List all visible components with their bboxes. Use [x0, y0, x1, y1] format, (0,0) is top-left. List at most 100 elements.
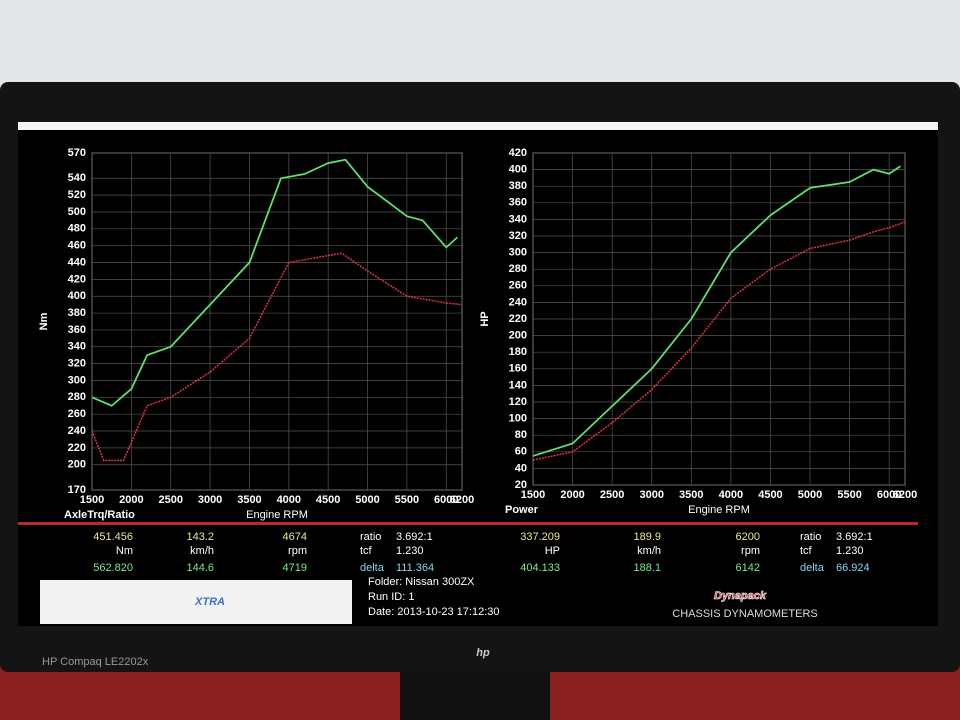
y-tick-label: 100 — [509, 413, 527, 425]
y-tick-label: 140 — [509, 379, 527, 391]
x-tick-label: 3500 — [679, 489, 703, 501]
x-tick-label: 5000 — [798, 489, 822, 501]
x-tick-label: 5500 — [395, 494, 419, 506]
x-tick-label: 5000 — [355, 494, 379, 506]
stat-label: tcf — [360, 545, 373, 557]
y-axis-label: Nm — [38, 312, 50, 330]
x-tick-label: 3000 — [639, 489, 663, 501]
logo-sub: CHASSIS DYNAMOMETERS — [672, 608, 817, 620]
stat-label: ratio — [800, 531, 821, 543]
readout-value: HP — [545, 545, 560, 557]
y-tick-label: 200 — [68, 459, 86, 471]
y-tick-label: 360 — [509, 197, 527, 209]
data-line — [532, 165, 901, 457]
y-tick-label: 160 — [509, 363, 527, 375]
stat-value: 1.230 — [836, 545, 864, 557]
readout-value: 143.2 — [186, 531, 214, 543]
chart-title: Power — [505, 504, 539, 516]
readout-value: 4674 — [283, 531, 307, 543]
x-tick-label: 2500 — [600, 489, 624, 501]
y-tick-label: 300 — [509, 247, 527, 259]
readout-value: 189.9 — [633, 531, 661, 543]
x-tick-label: 6200 — [450, 494, 474, 506]
plot-area — [91, 152, 463, 491]
readout-value: km/h — [637, 545, 661, 557]
y-tick-label: 480 — [68, 223, 86, 235]
x-tick-label: 6200 — [893, 489, 917, 501]
y-tick-label: 320 — [68, 358, 86, 370]
y-tick-label: 380 — [68, 307, 86, 319]
y-tick-label: 60 — [515, 446, 527, 458]
y-tick-label: 400 — [509, 164, 527, 176]
logo-box — [40, 580, 352, 624]
y-tick-label: 240 — [509, 296, 527, 308]
y-tick-label: 120 — [509, 396, 527, 408]
stat-label: tcf — [800, 545, 813, 557]
readout-value: 562.820 — [93, 562, 133, 574]
y-tick-label: 400 — [68, 290, 86, 302]
y-tick-label: 260 — [509, 280, 527, 292]
stat-value: 1.230 — [396, 545, 424, 557]
data-line — [532, 221, 906, 461]
window-bar — [18, 122, 938, 130]
x-tick-label: 4000 — [277, 494, 301, 506]
y-tick-label: 340 — [68, 341, 86, 353]
y-tick-label: 220 — [509, 313, 527, 325]
readout-value: 4719 — [283, 562, 307, 574]
y-tick-label: 360 — [68, 324, 86, 336]
readout-value: 144.6 — [186, 562, 214, 574]
readout-value: rpm — [288, 545, 307, 557]
readout-value: 6200 — [736, 531, 760, 543]
run-info: Folder: Nissan 300ZX — [368, 576, 475, 588]
y-tick-label: 220 — [68, 442, 86, 454]
y-tick-label: 460 — [68, 240, 86, 252]
y-axis-label: HP — [479, 311, 491, 326]
x-tick-label: 4500 — [758, 489, 782, 501]
data-line — [91, 252, 463, 462]
run-info: Date: 2013-10-23 17:12:30 — [368, 606, 500, 618]
y-tick-label: 240 — [68, 425, 86, 437]
y-tick-label: 340 — [509, 213, 527, 225]
x-tick-label: 3000 — [198, 494, 222, 506]
y-tick-label: 570 — [68, 147, 86, 159]
y-tick-label: 200 — [509, 330, 527, 342]
y-tick-label: 520 — [68, 189, 86, 201]
readout-value: km/h — [190, 545, 214, 557]
x-tick-label: 1500 — [80, 494, 104, 506]
y-tick-label: 380 — [509, 180, 527, 192]
x-tick-label: 5500 — [837, 489, 861, 501]
x-axis-label: Engine RPM — [688, 504, 750, 516]
y-tick-label: 80 — [515, 429, 527, 441]
run-info: Run ID: 1 — [368, 591, 414, 603]
stat-label: delta — [360, 562, 385, 574]
chart-title: AxleTrq/Ratio — [64, 509, 135, 521]
y-tick-label: 180 — [509, 346, 527, 358]
readout-value: 451.456 — [93, 531, 133, 543]
y-tick-label: 40 — [515, 462, 527, 474]
x-tick-label: 3500 — [237, 494, 261, 506]
y-tick-label: 280 — [68, 391, 86, 403]
monitor-brand: hp — [476, 647, 490, 659]
x-tick-label: 4500 — [316, 494, 340, 506]
y-tick-label: 170 — [68, 484, 86, 496]
readout-value: 404.133 — [520, 562, 560, 574]
x-tick-label: 6000 — [434, 494, 458, 506]
readout-value: 188.1 — [633, 562, 661, 574]
x-tick-label: 2000 — [119, 494, 143, 506]
x-tick-label: 2000 — [560, 489, 584, 501]
readout-value: 6142 — [736, 562, 760, 574]
stat-value: 3.692:1 — [836, 531, 873, 543]
y-tick-label: 300 — [68, 374, 86, 386]
readout-value: Nm — [116, 545, 133, 557]
stat-value: 111.364 — [396, 562, 434, 574]
stat-value: 66.924 — [836, 562, 870, 574]
x-tick-label: 2500 — [158, 494, 182, 506]
y-tick-label: 420 — [509, 147, 527, 159]
y-tick-label: 260 — [68, 408, 86, 420]
y-tick-label: 20 — [515, 479, 527, 491]
x-tick-label: 6000 — [877, 489, 901, 501]
readout-value: rpm — [741, 545, 760, 557]
stat-label: delta — [800, 562, 825, 574]
separator — [18, 522, 918, 525]
